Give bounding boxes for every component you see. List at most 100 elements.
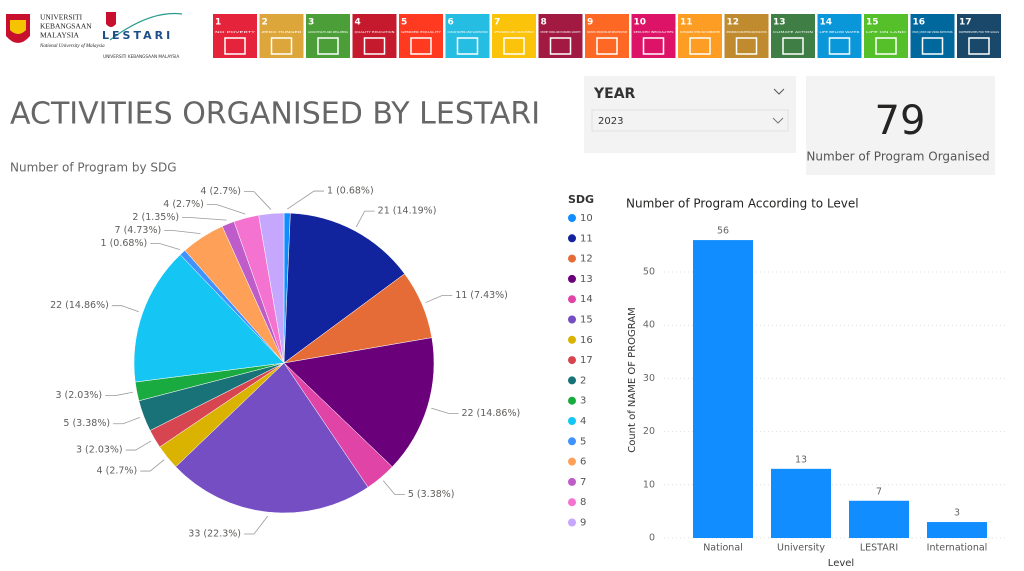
crest [106, 12, 116, 27]
x-tick-label: National [703, 543, 743, 554]
sdg-label: CLIMATE ACTION [773, 30, 813, 34]
sdg-number: 13 [773, 18, 786, 28]
leader-line [425, 295, 453, 303]
sdg-label: RESPONSIBLE CONSUMPTION AND PRODUCTION [727, 30, 767, 34]
legend-label: 14 [580, 294, 593, 305]
legend-swatch [568, 477, 576, 486]
year-slicer[interactable]: YEAR 2023 [584, 76, 796, 153]
sdg-tile [910, 14, 955, 58]
logo-text: KEBANGSAAN [40, 22, 92, 31]
sdg-label: GOOD HEALTH AND WELL-BEING [308, 30, 348, 34]
ukm-logo: UNIVERSITI KEBANGSAAN MALAYSIA National … [6, 13, 105, 49]
sdg-icon [363, 37, 386, 55]
sdg-icon [456, 37, 479, 55]
sdg-number: 12 [727, 18, 740, 28]
sdg-label: ZERO HUNGER [262, 30, 302, 34]
legend-swatch [568, 396, 576, 405]
chart-title: Number of Program According to Level [626, 197, 859, 211]
data-label: 1 (0.68%) [327, 186, 374, 197]
sdg-tile [631, 14, 676, 58]
sdg-icon [642, 37, 665, 55]
data-label: 22 (14.86%) [50, 300, 109, 311]
sdg-label: PARTNERSHIPS FOR THE GOALS [959, 30, 999, 34]
legend-swatch [568, 274, 576, 283]
sdg-tile [724, 14, 769, 58]
y-axis-label: Count of NAME OF PROGRAM [627, 307, 638, 453]
logo-text: UNIVERSITI [40, 13, 83, 22]
data-label: 3 (2.03%) [55, 390, 102, 401]
sdg-icon [549, 37, 572, 55]
slicer-label: YEAR [593, 86, 636, 102]
sdg-number: 5 [401, 18, 407, 28]
sdg-number: 3 [308, 18, 314, 28]
sdg-icon [503, 37, 525, 55]
sdg-number: 7 [494, 18, 500, 28]
sdg-icon [921, 37, 944, 55]
legend-label: 6 [580, 457, 586, 468]
logo-text: LESTARI [102, 29, 173, 42]
y-tick-label: 20 [643, 426, 655, 437]
data-label: 5 (3.38%) [63, 418, 110, 429]
legend-title: SDG [568, 193, 594, 206]
sdg-tile [306, 14, 350, 58]
legend-swatch [568, 254, 576, 263]
x-tick-label: LESTARI [860, 543, 898, 554]
sdg-label: SUSTAINABLE CITIES AND COMMUNITIES [680, 30, 720, 34]
sdg-icon [782, 37, 804, 55]
sdg-number: 9 [587, 18, 593, 28]
sdg-label: INDUSTRY, INNOVATION AND INFRASTRUCTURE [587, 30, 627, 34]
bar [693, 240, 753, 538]
legend-swatch [568, 498, 576, 507]
legend-swatch [568, 457, 576, 466]
sdg-tile [352, 14, 397, 58]
pie-slice [283, 337, 435, 468]
card-value: 79 [875, 98, 926, 144]
leader-line [113, 416, 141, 425]
data-label: 3 (2.03%) [76, 445, 123, 456]
sdg-tile [538, 14, 583, 58]
legend-swatch [568, 214, 576, 222]
data-label: 4 (2.7%) [200, 186, 241, 197]
chevron[interactable] [773, 88, 785, 95]
sdg-tile [445, 14, 490, 58]
sdg-number: 8 [541, 18, 547, 28]
sdg-label: PEACE, JUSTICE AND STRONG INSTITUTIONS [913, 30, 953, 34]
leader-line [244, 515, 269, 535]
y-tick-label: 40 [643, 320, 655, 331]
dropdown[interactable] [591, 109, 789, 132]
sdg-label: AFFORDABLE AND CLEAN ENERGY [494, 30, 534, 34]
data-label: 2 (1.35%) [132, 212, 179, 223]
legend-label: 5 [580, 436, 586, 447]
data-label: 4 (2.7%) [163, 199, 204, 210]
sdg-number: 16 [913, 18, 926, 28]
sdg-number: 4 [355, 18, 361, 28]
sdg-tile [585, 14, 629, 58]
sdg-icon [317, 37, 339, 55]
sdg-number: 1 [215, 18, 221, 28]
sdg-tile [259, 14, 304, 58]
sdg-label: GENDER EQUALITY [401, 30, 442, 34]
leader-line [150, 243, 180, 250]
sdg-number: 2 [262, 18, 268, 28]
chart-title: Number of Program by SDG [10, 161, 177, 175]
sdg-number: 17 [959, 18, 972, 28]
logo-subtext: UNIVERSITI KEBANGSAAN MALAYSIA [103, 54, 179, 59]
leader-line [206, 204, 246, 215]
data-label: 1 (0.68%) [101, 238, 148, 249]
bar [927, 522, 987, 538]
crest-inner [10, 20, 26, 34]
y-tick-label: 30 [643, 373, 655, 384]
y-tick-label: 50 [643, 267, 655, 278]
page-title: ACTIVITIES ORGANISED BY LESTARI [10, 97, 540, 132]
leader-line [287, 190, 324, 210]
sdg-number: 6 [448, 18, 454, 28]
data-label: 5 (3.38%) [408, 489, 455, 500]
chevron[interactable] [772, 117, 784, 124]
sdg-tile [817, 14, 862, 58]
x-tick-label: University [777, 543, 825, 554]
legend-label: 15 [580, 315, 593, 326]
kpi-card: 79 Number of Program Organised [806, 76, 995, 175]
x-tick-label: International [927, 543, 988, 554]
sdg-tile [771, 14, 815, 58]
